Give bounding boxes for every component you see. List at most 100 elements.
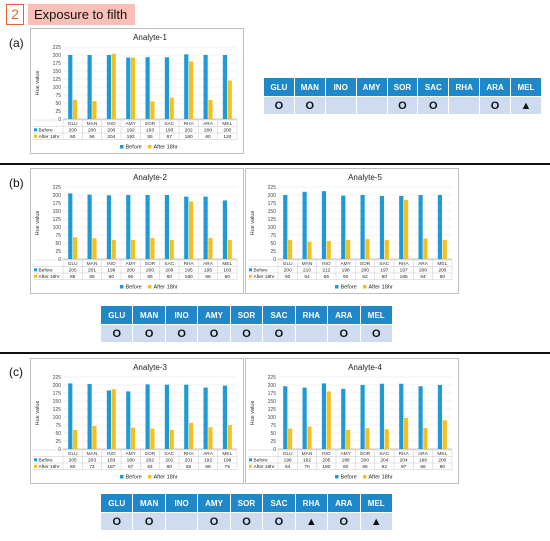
x-tick-label: MEL xyxy=(222,451,232,457)
table-series-label: After 18hr xyxy=(254,274,275,280)
bar-after xyxy=(326,241,331,259)
data-label-after: 180 xyxy=(322,464,330,470)
panel-label-b: (b) xyxy=(9,176,24,190)
data-label-before: 200 xyxy=(438,268,446,274)
data-label-before: 193 xyxy=(146,128,154,134)
y-tick-label: 125 xyxy=(268,407,277,413)
table-cell: O xyxy=(386,96,419,115)
x-tick-label: SOR xyxy=(145,451,156,457)
data-label-before: 200 xyxy=(146,268,154,274)
bar-after xyxy=(345,429,351,449)
bar-after xyxy=(208,427,213,449)
data-label-after: 68 xyxy=(70,274,76,280)
x-tick-label: MAN xyxy=(87,261,98,267)
y-tick-label: 200 xyxy=(53,383,62,389)
table-header-cell: AMY xyxy=(197,493,231,513)
table-cell: O xyxy=(132,324,166,343)
x-tick-label: GLU xyxy=(68,121,78,127)
data-label-after: 60 xyxy=(382,274,388,280)
bar-after xyxy=(307,241,312,259)
legend-label: Before xyxy=(126,475,142,481)
table-series-label: After 18hr xyxy=(39,274,60,280)
x-tick-label: INO xyxy=(322,451,331,457)
data-label-before: 200 xyxy=(223,128,231,134)
data-label-after: 60 xyxy=(128,274,134,280)
data-label-before: 200 xyxy=(127,268,135,274)
table-header-cell: INO xyxy=(164,493,199,513)
x-tick-label: GLU xyxy=(283,261,293,267)
data-label-before: 196 xyxy=(419,458,427,464)
bar-after xyxy=(365,428,370,449)
data-label-after: 187 xyxy=(107,464,115,470)
data-label-after: 62 xyxy=(362,274,368,280)
data-label-before: 197 xyxy=(380,268,388,274)
y-tick-label: 225 xyxy=(268,375,277,381)
x-tick-label: SAC xyxy=(379,451,389,457)
data-label-after: 60 xyxy=(225,274,231,280)
table-key-before xyxy=(34,128,37,132)
bar-after xyxy=(92,238,97,259)
bar-before xyxy=(283,386,288,449)
data-label-after: 68 xyxy=(205,464,211,470)
data-label-before: 192 xyxy=(204,458,212,464)
y-tick-label: 0 xyxy=(273,447,276,453)
data-label-after: 60 xyxy=(285,274,291,280)
bar-before xyxy=(87,384,92,449)
chart-svg: Analyte-5 0 25 50 75 100 125 150 175 200 225 Hue va… xyxy=(248,173,453,291)
table-header-cell: MAN xyxy=(132,305,166,325)
y-tick-label: 0 xyxy=(273,257,276,263)
data-label-before: 180 xyxy=(127,458,135,464)
table-key-after xyxy=(34,274,37,278)
x-tick-label: RHA xyxy=(184,121,195,127)
x-tick-label: AMY xyxy=(125,261,136,267)
bar-before xyxy=(145,384,150,449)
data-label-after: 75 xyxy=(225,464,231,470)
bar-before xyxy=(283,195,288,259)
legend-label: Before xyxy=(341,285,357,291)
x-tick-label: ARA xyxy=(203,451,214,457)
data-label-before: 202 xyxy=(185,128,193,134)
x-tick-label: MEL xyxy=(437,261,447,267)
data-label-before: 192 xyxy=(303,458,311,464)
table-cell: O xyxy=(417,96,450,115)
table-cell xyxy=(355,96,388,115)
bar-before xyxy=(203,196,208,259)
bar-before xyxy=(418,195,423,259)
bar-after xyxy=(111,53,116,119)
bar-before xyxy=(106,390,112,449)
x-tick-label: MAN xyxy=(302,261,313,267)
data-label-after: 56 xyxy=(89,134,95,140)
y-tick-label: 150 xyxy=(53,399,62,405)
x-tick-label: RHA xyxy=(184,261,195,267)
bar-after xyxy=(130,239,136,259)
y-tick-label: 50 xyxy=(55,431,61,437)
x-tick-label: SOR xyxy=(145,121,156,127)
bar-before xyxy=(203,387,208,449)
x-tick-label: ARA xyxy=(203,121,214,127)
table-key-after xyxy=(249,274,252,278)
data-label-before: 195 xyxy=(185,268,193,274)
table-key-after xyxy=(34,464,37,468)
data-label-after: 67 xyxy=(167,134,173,140)
y-tick-label: 150 xyxy=(53,209,62,215)
y-tick-label: 175 xyxy=(53,61,62,67)
section-number: 2 xyxy=(6,4,24,25)
data-label-after: 60 xyxy=(205,134,211,140)
bar-before xyxy=(68,383,73,449)
data-label-before: 200 xyxy=(165,268,173,274)
data-label-after: 60 xyxy=(70,464,76,470)
table-cell: ▲ xyxy=(359,512,393,531)
bar-after xyxy=(169,429,174,449)
bar-after xyxy=(227,425,232,449)
table-cell: O xyxy=(263,96,295,115)
bar-before xyxy=(399,383,404,449)
bar-before xyxy=(87,194,92,259)
y-tick-label: 25 xyxy=(55,439,61,445)
legend-label: Before xyxy=(126,145,142,151)
bar-before xyxy=(437,385,443,449)
y-tick-label: 125 xyxy=(268,217,277,223)
bar-before xyxy=(341,388,346,449)
data-label-before: 196 xyxy=(284,458,292,464)
table-cell: O xyxy=(132,512,166,531)
x-tick-label: INO xyxy=(107,451,116,457)
